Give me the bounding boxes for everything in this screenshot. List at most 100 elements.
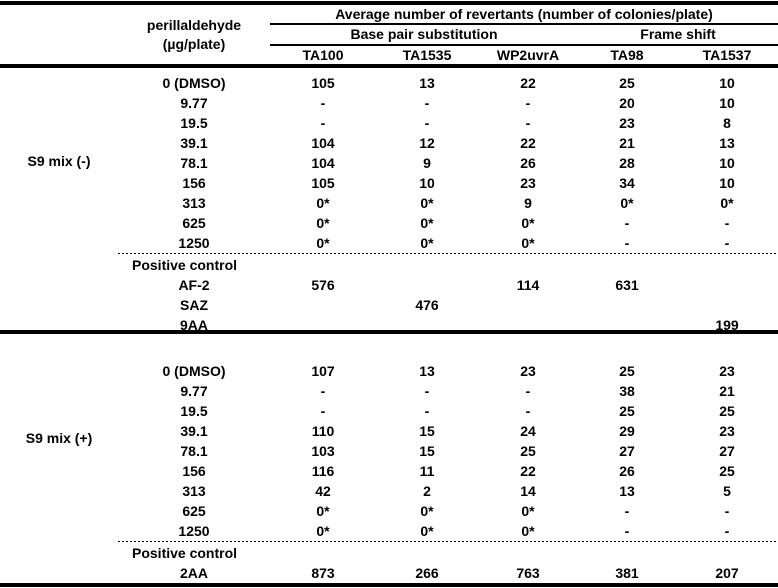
value-cell: 21 [719, 383, 735, 399]
table-top-border [0, 1, 778, 5]
positive-control-label: Positive control [132, 257, 238, 273]
value-cell: 23 [719, 363, 735, 379]
dose-cell: 313 [182, 195, 206, 211]
dose-cell: 313 [182, 483, 206, 499]
header-right: Average number of revertants (number of … [270, 5, 778, 64]
section-content: 0 (DMSO) 107 13 23 25 23 9.77 - - - 38 2… [118, 334, 778, 541]
dose-cell: 39.1 [180, 423, 208, 439]
table-row: 625 0* 0* 0* - - [118, 213, 778, 233]
value-cell: 22 [520, 135, 536, 151]
value-cell [676, 275, 778, 295]
value-cell: 0* [720, 195, 734, 211]
value-cell: 25 [619, 403, 635, 419]
value-cell: 27 [619, 443, 635, 459]
value-cell: 9 [423, 155, 431, 171]
value-cell: 9 [524, 195, 532, 211]
value-cell: - [320, 95, 326, 111]
value-cell: 5 [723, 483, 731, 499]
section-label: S9 mix (+) [25, 429, 93, 446]
value-cell: - [525, 403, 531, 419]
value-cell: 0* [316, 235, 330, 251]
value-cell: 199 [715, 317, 739, 330]
value-cell: 10 [719, 175, 735, 191]
value-cell: 0* [521, 235, 535, 251]
section-divider-border [0, 330, 778, 334]
dose-header-line1: perillaldehyde [146, 16, 242, 33]
value-cell: 763 [516, 565, 540, 581]
value-cell: 381 [615, 565, 639, 581]
value-cell: 38 [619, 383, 635, 399]
value-cell: 10 [719, 155, 735, 171]
value-cell: - [525, 383, 531, 399]
value-cell: - [724, 215, 730, 231]
strain-header-ta1537: TA1537 [702, 47, 752, 63]
value-cell: 26 [520, 155, 536, 171]
value-cell: 13 [419, 363, 435, 379]
value-cell: 25 [719, 403, 735, 419]
section-s9-plus: S9 mix (+) 0 (DMSO) 107 13 23 25 23 9.77… [0, 334, 778, 541]
value-cell: 576 [311, 277, 335, 293]
table-row: 39.1 104 12 22 21 13 [118, 133, 778, 153]
dose-cell: 1250 [178, 523, 210, 539]
table-bottom-border [0, 583, 778, 587]
value-cell: 0* [316, 523, 330, 539]
value-cell: 2 [423, 483, 431, 499]
value-cell: 0* [521, 503, 535, 519]
value-cell: 476 [415, 297, 439, 313]
dose-cell: SAZ [180, 297, 208, 313]
strain-header-ta1535: TA1535 [402, 47, 452, 63]
value-cell: 42 [315, 483, 331, 499]
table-row: 313 42 2 14 13 5 [118, 481, 778, 501]
value-cell: - [624, 235, 630, 251]
value-cell: 22 [520, 75, 536, 91]
value-cell: 24 [520, 423, 536, 439]
table-row: 39.1 110 15 24 29 23 [118, 421, 778, 441]
table-row: 78.1 103 15 25 27 27 [118, 441, 778, 461]
value-cell: 107 [311, 363, 335, 379]
table-header: perillaldehyde (µg/plate) Average number… [0, 5, 778, 64]
value-cell: 0* [420, 523, 434, 539]
section-s9-plus-positive: Positive control 2AA 873 266 763 381 207 [0, 543, 778, 583]
value-cell: - [320, 383, 326, 399]
dose-cell: 9.77 [180, 383, 208, 399]
value-cell: 13 [419, 75, 435, 91]
table-row: 156 116 11 22 26 25 [118, 461, 778, 481]
table-row: 9AA 199 [118, 315, 778, 330]
value-cell: 10 [719, 75, 735, 91]
dose-cell: 39.1 [180, 135, 208, 151]
value-cell: 105 [311, 75, 335, 91]
table-row: 19.5 - - - 23 8 [118, 113, 778, 133]
value-cell: 104 [311, 135, 335, 151]
value-cell: 23 [520, 363, 536, 379]
dose-cell: 2AA [179, 565, 208, 581]
value-cell: 23 [619, 115, 635, 131]
strain-header-wp2uvra: WP2uvrA [496, 47, 560, 63]
section-label-spacer [0, 543, 118, 583]
value-cell: 20 [619, 95, 635, 111]
value-cell: 0* [420, 235, 434, 251]
table-row: 19.5 - - - 25 25 [118, 401, 778, 421]
value-cell: - [525, 95, 531, 111]
value-cell: - [724, 235, 730, 251]
value-cell: 21 [619, 135, 635, 151]
value-cell: 13 [619, 483, 635, 499]
dose-cell: 156 [182, 175, 206, 191]
section-content: 0 (DMSO) 105 13 22 25 10 9.77 - - - 20 1… [118, 68, 778, 253]
value-cell: 15 [419, 443, 435, 459]
clipped-row-wrapper: 9AA 199 [118, 315, 778, 330]
value-cell: 0* [620, 195, 634, 211]
value-cell: - [320, 115, 326, 131]
value-cell: 0* [521, 523, 535, 539]
value-cell: 105 [311, 175, 335, 191]
value-cell: 104 [311, 155, 335, 171]
value-cell: 23 [520, 175, 536, 191]
table-row: AF-2 576 114 631 [118, 275, 778, 295]
value-cell: 28 [619, 155, 635, 171]
value-cell: 23 [719, 423, 735, 439]
header-group-frame-shift: Frame shift [640, 26, 716, 42]
value-cell: - [424, 115, 430, 131]
value-cell: - [724, 503, 730, 519]
value-cell [578, 295, 676, 315]
dose-cell: 0 (DMSO) [162, 75, 226, 91]
header-strains: TA100 TA1535 WP2uvrA TA98 TA1537 [270, 46, 778, 64]
